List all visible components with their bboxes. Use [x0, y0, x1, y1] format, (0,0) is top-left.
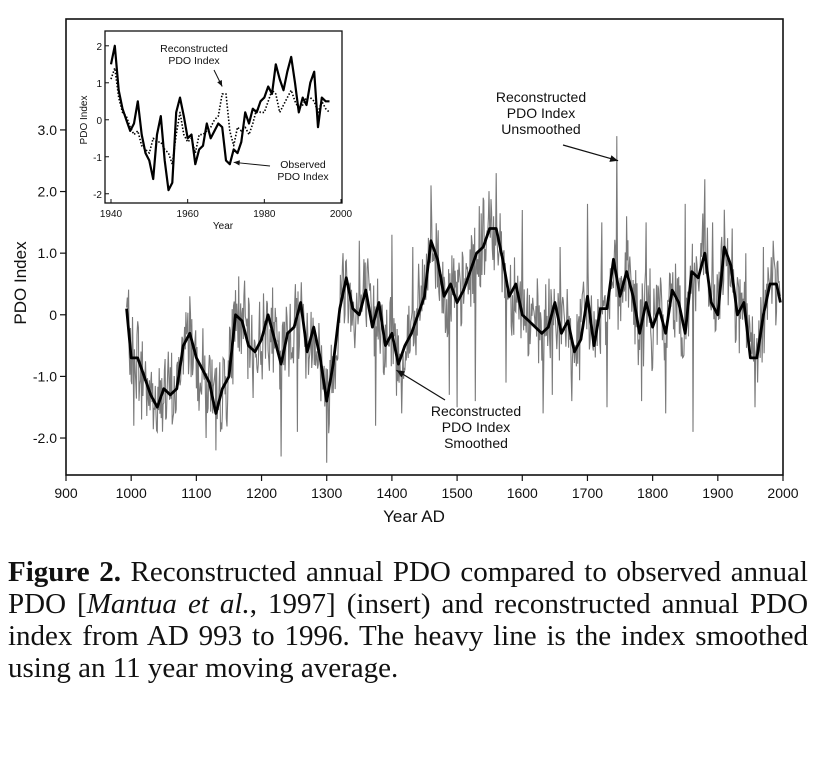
smoothed-series: [125, 227, 782, 415]
inset-y-tick-label: 0: [96, 116, 102, 127]
x-tick-label: 1900: [702, 485, 733, 501]
annotation-arrow-line: [396, 369, 446, 401]
annotation-line: Unsmoothed: [501, 121, 580, 137]
smoothed-line: [125, 227, 782, 415]
inset-dotted-line: [110, 67, 331, 165]
chart-svg: 900 1000 1100 1200 1300 1400 1500 1600 1700 1800 1…: [11, 18, 799, 526]
inset-solid-line: [109, 44, 330, 192]
inset-chart: 1940 1960 1980 2000 210-1-2 Year PDO Index …: [79, 30, 353, 232]
inset-x-tick-label: 1960: [177, 209, 200, 220]
annotation-line: PDO Index: [442, 419, 510, 435]
caption-citation: Mantua et al.: [86, 588, 250, 620]
x-tick-label: 1000: [116, 485, 147, 501]
inset-x-axis-label: Year: [213, 221, 234, 232]
y-tick-label: -1.0: [33, 368, 57, 384]
inset-x-axis: 1940 1960 1980 2000: [100, 199, 353, 220]
x-tick-label: 1200: [246, 485, 277, 501]
y-tick-label: 0: [49, 307, 57, 323]
inset-series: [109, 44, 331, 192]
inset-annotation-line: Observed: [280, 159, 326, 171]
inset-y-tick-label: -1: [93, 153, 102, 164]
unsmoothed-line: [126, 136, 781, 463]
x-tick-label: 1600: [507, 485, 538, 501]
main-annotations: Reconstructed PDO Index UnsmoothedReconstr…: [396, 89, 619, 451]
inset-plot-frame: [104, 30, 343, 204]
inset-annotation-label: Reconstructed PDO Index: [160, 43, 228, 67]
main-plot-frame: [65, 18, 784, 476]
main-y-axis: 3.0 2.0 1.0 0 -1.0 -2.0: [33, 122, 66, 446]
x-tick-label: 1400: [376, 485, 407, 501]
x-tick-label: 2000: [767, 485, 798, 501]
inset-y-tick-label: -2: [93, 190, 102, 201]
inset-x-tick-label: 1940: [100, 209, 123, 220]
annotation-line: PDO Index: [507, 105, 575, 121]
caption-label: Figure 2.: [8, 556, 121, 588]
annotation-label: Reconstructed PDO Index Smoothed: [431, 403, 521, 451]
y-tick-label: 1.0: [38, 245, 58, 261]
inset-annotation-line: PDO Index: [168, 55, 220, 67]
y-tick-label: 3.0: [38, 122, 58, 138]
inset-annotation-arrow-head: [233, 160, 240, 166]
annotation-arrow-head: [609, 155, 619, 162]
annotation-line: Reconstructed: [431, 403, 521, 419]
x-tick-label: 900: [54, 485, 78, 501]
main-chart: 900 1000 1100 1200 1300 1400 1500 1600 1700 1800 1…: [11, 18, 799, 526]
inset-y-axis-label: PDO Index: [79, 96, 90, 145]
figure: 900 1000 1100 1200 1300 1400 1500 1600 1700 1800 1…: [11, 18, 799, 526]
x-tick-label: 1100: [181, 485, 211, 501]
x-tick-label: 1800: [637, 485, 668, 501]
main-x-axis: 900 1000 1100 1200 1300 1400 1500 1600 1700 1800 1…: [54, 475, 799, 501]
inset-annotation-line: Reconstructed: [160, 43, 228, 55]
annotation-line: Reconstructed: [496, 89, 586, 105]
inset-annotation-line: PDO Index: [277, 171, 329, 183]
y-tick-label: 2.0: [38, 184, 58, 200]
inset-x-tick-label: 2000: [330, 209, 353, 220]
inset-y-axis: 2 1 0 -1 -2: [93, 42, 109, 201]
annotation-arrow-head: [396, 370, 406, 378]
caption-text-before: Reconstructed annual PDO compared to obs…: [8, 556, 808, 620]
inset-annotation-arrow-head: [217, 80, 223, 87]
inset-annotation-arrow-line: [233, 161, 271, 167]
annotation-arrow-line: [562, 144, 619, 162]
annotation-line: Smoothed: [444, 435, 508, 451]
x-tick-label: 1500: [442, 485, 473, 501]
inset-annotation-label: Observed PDO Index: [277, 159, 329, 183]
unsmoothed-series: [126, 136, 781, 463]
x-tick-label: 1700: [572, 485, 603, 501]
y-tick-label: -2.0: [33, 430, 57, 446]
inset-y-tick-label: 1: [96, 79, 102, 90]
x-tick-label: 1300: [311, 485, 342, 501]
main-x-axis-label: Year AD: [383, 507, 445, 526]
main-y-axis-label: PDO Index: [11, 241, 30, 325]
figure-caption: Figure 2. Reconstructed annual PDO compa…: [8, 556, 808, 684]
annotation-label: Reconstructed PDO Index Unsmoothed: [496, 89, 586, 137]
inset-x-tick-label: 1980: [253, 209, 276, 220]
inset-y-tick-label: 2: [96, 42, 102, 53]
caption-text-after: , 1997] (insert) and reconstructed annua…: [8, 588, 809, 684]
